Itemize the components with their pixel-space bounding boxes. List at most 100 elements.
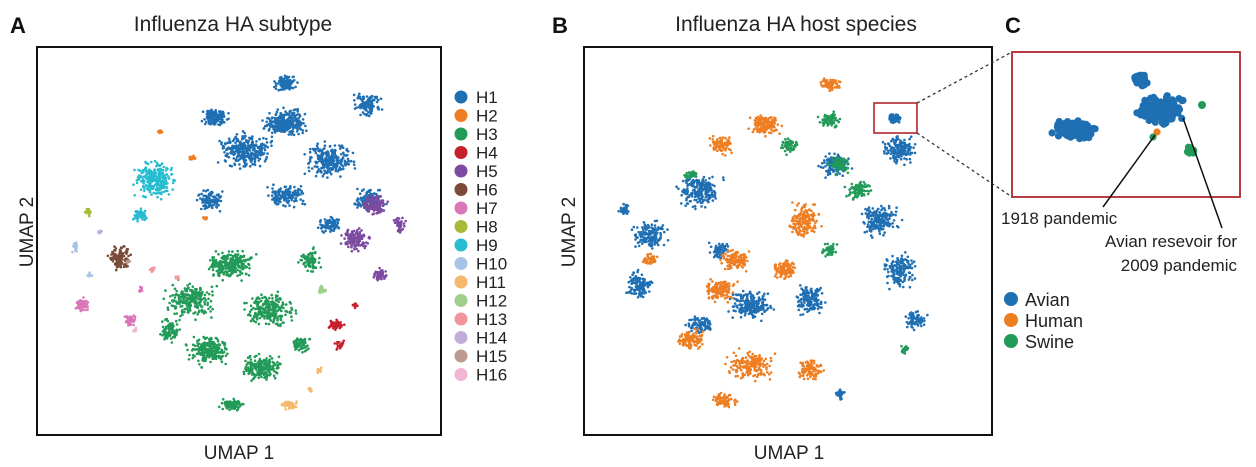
point-avian <box>885 146 889 150</box>
point-h3 <box>221 251 224 255</box>
legend-marker-h12 <box>454 294 468 307</box>
point-h1 <box>303 112 307 116</box>
point-h1 <box>345 147 349 151</box>
point-h3 <box>281 321 285 324</box>
point-h3 <box>261 307 264 310</box>
point-h1 <box>332 229 336 233</box>
point-h9 <box>142 186 145 189</box>
point-h3 <box>197 359 200 363</box>
point-h5 <box>399 229 402 233</box>
point-h3 <box>253 314 256 318</box>
point-h3 <box>306 263 310 266</box>
panel-label-b: B <box>552 13 568 38</box>
point-h1 <box>283 191 287 195</box>
point-h13 <box>151 270 154 273</box>
point-avian <box>700 205 703 208</box>
point-h3 <box>178 318 181 322</box>
point-h1 <box>293 191 296 194</box>
point-h3 <box>227 250 231 253</box>
point-avian <box>684 204 687 207</box>
point-h3 <box>211 290 214 293</box>
point-h4 <box>339 345 342 348</box>
point-h3 <box>243 308 246 311</box>
point-h2 <box>202 216 206 220</box>
point-h3 <box>249 319 253 323</box>
point-h3 <box>236 253 240 256</box>
point-h3 <box>203 293 207 297</box>
point-h7 <box>83 300 86 303</box>
point-h1 <box>259 143 263 146</box>
point-h3 <box>302 261 306 265</box>
point-h1 <box>260 149 263 152</box>
point-h3 <box>209 259 212 262</box>
point-h1 <box>246 149 250 152</box>
point-h1 <box>358 105 362 108</box>
point-h3 <box>192 335 196 339</box>
point-h1 <box>307 162 310 165</box>
point-avian <box>681 179 685 183</box>
point-h1 <box>206 110 209 114</box>
panel-b-xlabel: UMAP 1 <box>754 443 824 464</box>
point-h1 <box>330 148 334 152</box>
point-h9 <box>158 167 162 171</box>
point-h1 <box>320 167 323 170</box>
point-h1 <box>276 116 280 120</box>
panel-b-points <box>617 77 929 409</box>
point-h3 <box>253 359 257 363</box>
point-h1 <box>263 148 267 152</box>
point-h1 <box>277 190 281 194</box>
point-h3 <box>272 317 276 321</box>
legend-marker-h1 <box>454 90 468 104</box>
point-avian <box>838 172 841 175</box>
point-h1 <box>220 141 224 144</box>
point-h1 <box>222 112 225 116</box>
panel-a-points <box>71 74 408 412</box>
point-h1 <box>208 199 212 203</box>
point-h5 <box>350 249 354 253</box>
point-h3 <box>185 301 188 305</box>
point-h1 <box>265 137 268 141</box>
point-h3 <box>221 278 224 282</box>
point-h1 <box>326 224 330 227</box>
point-h1 <box>232 157 236 160</box>
point-h5 <box>363 246 367 250</box>
point-avian <box>905 158 908 161</box>
point-h3 <box>251 297 254 300</box>
point-h3 <box>199 294 203 298</box>
point-h9 <box>159 197 163 201</box>
point-h1 <box>233 162 236 166</box>
point-h1 <box>294 194 297 197</box>
point-h1 <box>286 80 290 84</box>
point-h3 <box>294 309 298 312</box>
point-h11 <box>319 368 322 372</box>
point-h5 <box>356 228 359 232</box>
point-h1 <box>342 167 345 171</box>
point-h1 <box>282 118 286 121</box>
point-h9 <box>136 219 139 223</box>
legend-label-h15: H15 <box>476 347 507 366</box>
point-h5 <box>360 243 364 246</box>
point-h3 <box>295 339 299 342</box>
point-h1 <box>242 158 246 162</box>
point-h1 <box>341 156 345 160</box>
point-h3 <box>217 405 221 409</box>
point-h6 <box>119 263 122 266</box>
point-h3 <box>216 265 219 268</box>
point-h3 <box>218 343 222 347</box>
point-h9 <box>160 162 164 165</box>
point-h1 <box>286 201 290 205</box>
point-h3 <box>193 297 197 301</box>
point-h1 <box>227 112 230 115</box>
point-h1 <box>221 110 224 114</box>
point-h3 <box>226 266 230 270</box>
point-h3 <box>182 300 185 303</box>
point-h3 <box>279 324 282 328</box>
point-h1 <box>212 118 216 121</box>
point-h3 <box>188 301 191 305</box>
point-avian <box>706 198 709 202</box>
point-h1 <box>323 147 326 150</box>
point-h3 <box>210 316 213 319</box>
point-h1 <box>329 162 332 165</box>
point-h6 <box>111 260 115 263</box>
point-h3 <box>214 250 218 253</box>
